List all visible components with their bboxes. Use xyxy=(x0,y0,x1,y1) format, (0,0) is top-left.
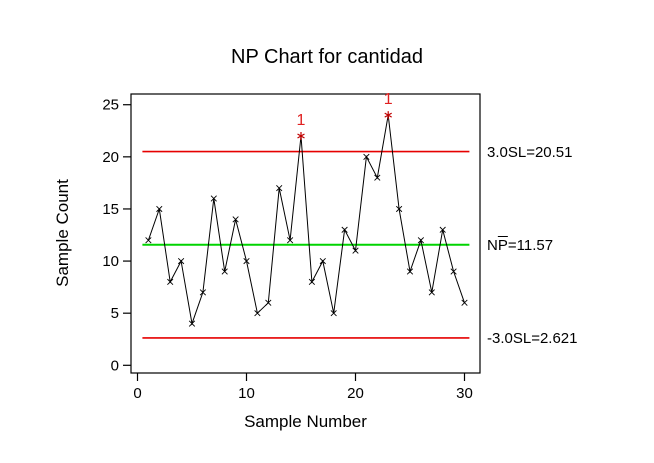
center-label-value: =11.57 xyxy=(507,237,554,254)
data-point-marker xyxy=(352,247,359,254)
data-point-marker xyxy=(406,268,414,275)
x-axis-label: Sample Number xyxy=(244,412,367,431)
data-point-marker xyxy=(232,216,239,223)
x-tick-label: 10 xyxy=(238,385,255,402)
ooc-point-marker xyxy=(297,133,305,139)
data-point-marker xyxy=(319,257,326,265)
center-label-pbar: P xyxy=(497,237,508,254)
x-tick-label: 30 xyxy=(456,385,473,402)
data-point-marker xyxy=(286,237,294,244)
data-point-marker xyxy=(395,205,403,213)
ucl-annotation: 3.0SL=20.51 xyxy=(487,144,573,161)
x-tick-label: 20 xyxy=(347,385,364,402)
data-point-marker xyxy=(188,320,196,327)
ooc-flag-label: 1 xyxy=(384,91,393,108)
data-point-marker xyxy=(221,268,228,275)
data-point-marker xyxy=(254,310,261,317)
ooc-point-marker xyxy=(384,112,392,118)
ooc-flag-label: 1 xyxy=(297,112,306,129)
y-tick-label: 0 xyxy=(111,357,119,374)
y-tick-label: 20 xyxy=(102,149,119,166)
center-line-annotation: NP=11.57 xyxy=(487,238,553,253)
data-point-marker xyxy=(428,289,435,296)
data-point-marker xyxy=(156,205,163,213)
y-axis-label: Sample Count xyxy=(53,179,72,287)
data-point-marker xyxy=(450,268,457,275)
data-point-marker xyxy=(341,226,348,233)
data-point-marker xyxy=(417,237,425,244)
data-point-marker xyxy=(308,278,316,286)
y-tick-label: 15 xyxy=(102,201,119,218)
data-point-marker xyxy=(199,289,207,296)
plot-frame xyxy=(130,93,481,374)
data-point-marker xyxy=(461,299,468,306)
y-tick-label: 25 xyxy=(102,97,119,114)
x-tick-label: 0 xyxy=(133,385,141,402)
data-point-marker xyxy=(276,184,283,192)
y-tick-label: 10 xyxy=(102,253,119,270)
data-point-marker xyxy=(374,174,381,181)
data-point-marker xyxy=(243,257,250,265)
lcl-annotation: -3.0SL=2.621 xyxy=(487,330,578,347)
data-point-marker xyxy=(265,299,272,306)
chart-title: NP Chart for cantidad xyxy=(231,46,423,68)
data-point-marker xyxy=(210,195,217,202)
data-point-marker xyxy=(177,257,185,265)
data-point-marker xyxy=(145,237,152,244)
center-label-prefix: N xyxy=(487,237,498,254)
series-line xyxy=(147,115,465,326)
data-point-marker xyxy=(363,153,370,160)
data-point-marker xyxy=(167,278,174,286)
y-tick-label: 5 xyxy=(111,305,119,322)
data-point-marker xyxy=(330,310,337,317)
data-point-marker xyxy=(439,226,446,233)
